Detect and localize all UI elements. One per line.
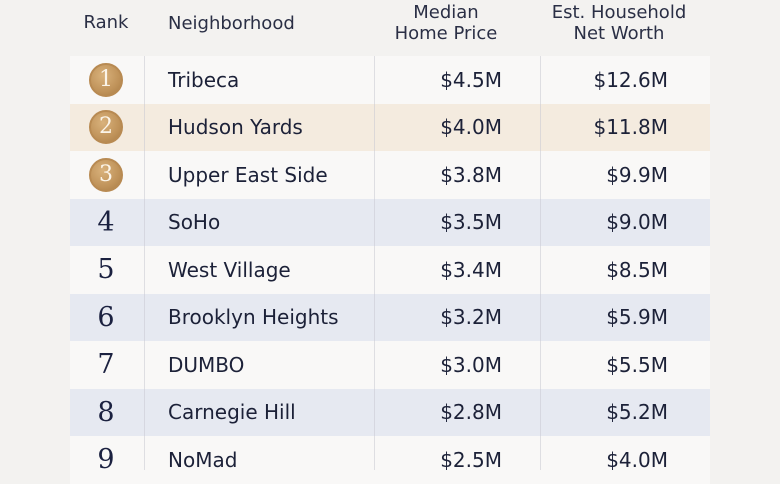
median-home-price: $4.5M [440,67,502,92]
household-net-worth: $8.5M [606,257,668,282]
column-divider [144,56,145,470]
median-home-price: $4.0M [440,115,502,140]
rank-cell: 7 [70,341,142,389]
household-net-worth: $12.6M [593,67,668,92]
table-row: 8 Carnegie Hill $2.8M $5.2M [70,388,710,437]
rank-number: 4 [97,206,115,238]
header-neighborhood: Neighborhood [168,13,295,34]
rank-medal-badge: 2 [89,110,123,145]
neighborhood-name: Tribeca [168,67,240,92]
column-divider [374,56,375,470]
header-price-line2: Home Price [394,23,498,44]
table-body: 1 Tribeca $4.5M $12.6M 2 Hudson Yards $4.0M $11… [70,56,710,484]
median-home-price: $3.2M [440,305,502,330]
rank-number: 6 [97,301,115,333]
table-row: 6 Brooklyn Heights $3.2M $5.9M [70,293,710,342]
rank-cell: 3 [70,151,142,199]
rank-medal-badge: 1 [89,62,123,97]
median-home-price: $3.0M [440,352,502,377]
table-row: 4 SoHo $3.5M $9.0M [70,198,710,247]
header-rank: Rank [83,12,129,33]
rank-cell: 6 [70,294,142,342]
rank-cell: 9 [70,436,142,484]
rank-number: 7 [97,349,115,381]
rank-cell: 4 [70,199,142,247]
header-net-worth: Est. Household Net Worth [534,2,704,44]
neighborhood-name: Upper East Side [168,162,328,187]
median-home-price: $2.8M [440,400,502,425]
rank-medal-badge: 3 [89,157,123,192]
table-row: 7 DUMBO $3.0M $5.5M [70,341,710,389]
household-net-worth: $9.0M [606,210,668,235]
household-net-worth: $4.0M [606,447,668,472]
rank-cell: 1 [70,56,142,104]
household-net-worth: $5.2M [606,400,668,425]
neighborhood-name: NoMad [168,447,238,472]
rankings-table: Rank Neighborhood Median Home Price Est.… [0,0,780,474]
median-home-price: $3.8M [440,162,502,187]
rank-cell: 2 [70,104,142,152]
neighborhood-name: Brooklyn Heights [168,305,339,330]
table-header: Rank Neighborhood Median Home Price Est.… [0,0,780,54]
header-median-home-price: Median Home Price [376,2,516,44]
neighborhood-name: DUMBO [168,352,245,377]
table-row: 5 West Village $3.4M $8.5M [70,246,710,294]
household-net-worth: $11.8M [593,115,668,140]
header-worth-line2: Net Worth [573,23,665,44]
median-home-price: $3.4M [440,257,502,282]
rank-cell: 8 [70,389,142,437]
rank-number: 5 [97,254,115,286]
neighborhood-name: West Village [168,257,291,282]
rank-cell: 5 [70,246,142,294]
median-home-price: $3.5M [440,210,502,235]
table-row: 3 Upper East Side $3.8M $9.9M [70,151,710,199]
header-price-line1: Median [413,2,479,23]
rank-number: 8 [97,396,115,428]
household-net-worth: $5.9M [606,305,668,330]
neighborhood-name: Carnegie Hill [168,400,296,425]
neighborhood-name: SoHo [168,210,221,235]
table-row: 2 Hudson Yards $4.0M $11.8M [70,103,710,152]
column-divider [540,56,541,470]
table-row: 9 NoMad $2.5M $4.0M [70,436,710,484]
table-row: 1 Tribeca $4.5M $12.6M [70,56,710,104]
neighborhood-name: Hudson Yards [168,115,303,140]
household-net-worth: $9.9M [606,162,668,187]
header-worth-line1: Est. Household [551,2,687,23]
median-home-price: $2.5M [440,447,502,472]
household-net-worth: $5.5M [606,352,668,377]
rank-number: 9 [97,444,115,476]
